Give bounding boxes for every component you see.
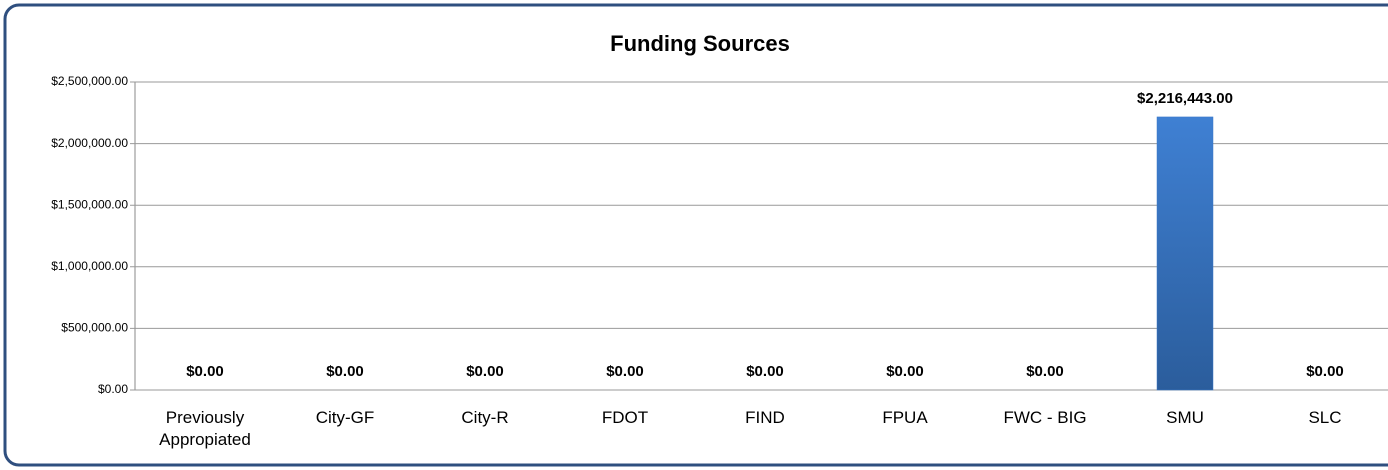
data-label: $0.00 <box>606 363 644 380</box>
data-label: $0.00 <box>186 363 224 380</box>
x-tick-label: Previously Appropiated <box>159 408 251 449</box>
data-label: $2,216,443.00 <box>1137 90 1233 107</box>
x-tick-label: FWC - BIG <box>1003 408 1087 427</box>
y-tick-label: $500,000.00 <box>61 321 128 335</box>
data-label: $0.00 <box>466 363 504 380</box>
x-tick-label: FPUA <box>882 408 928 427</box>
x-tick-label: FIND <box>745 408 785 427</box>
x-tick-label: FDOT <box>601 408 649 427</box>
data-label: $0.00 <box>1026 363 1064 380</box>
x-tick-label: City-R <box>461 408 509 427</box>
y-tick-label: $1,500,000.00 <box>51 197 128 211</box>
x-tick-label: City-GF <box>315 408 375 427</box>
bar <box>1156 116 1214 391</box>
y-tick-label: $2,000,000.00 <box>51 136 128 150</box>
y-tick-label: $2,500,000.00 <box>51 74 128 88</box>
data-label: $0.00 <box>326 363 364 380</box>
x-tick-label: SMU <box>1166 408 1204 427</box>
data-label: $0.00 <box>746 363 784 380</box>
chart-title: Funding Sources <box>610 31 790 56</box>
frame <box>3 3 1388 467</box>
y-tick-label: $0.00 <box>98 382 128 396</box>
data-label: $0.00 <box>1306 363 1344 380</box>
data-label: $0.00 <box>886 363 924 380</box>
y-tick-label: $1,000,000.00 <box>51 259 128 273</box>
x-tick-label: SLC <box>1308 408 1342 427</box>
